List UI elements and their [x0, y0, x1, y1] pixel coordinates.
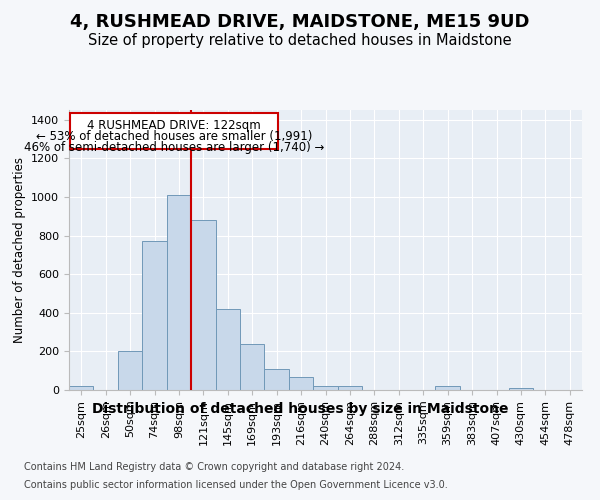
Bar [118, 352, 142, 390]
Bar [313, 386, 338, 390]
Text: 4 RUSHMEAD DRIVE: 122sqm: 4 RUSHMEAD DRIVE: 122sqm [87, 119, 261, 132]
Bar [265, 369, 289, 390]
Bar [69, 386, 94, 390]
Bar [289, 378, 313, 390]
Text: 46% of semi-detached houses are larger (1,740) →: 46% of semi-detached houses are larger (… [24, 142, 324, 154]
Text: Contains HM Land Registry data © Crown copyright and database right 2024.: Contains HM Land Registry data © Crown c… [24, 462, 404, 472]
Bar [509, 388, 533, 390]
Y-axis label: Number of detached properties: Number of detached properties [13, 157, 26, 343]
Bar [240, 344, 265, 390]
Text: Size of property relative to detached houses in Maidstone: Size of property relative to detached ho… [88, 32, 512, 48]
FancyBboxPatch shape [70, 113, 278, 148]
Text: ← 53% of detached houses are smaller (1,991): ← 53% of detached houses are smaller (1,… [36, 130, 312, 143]
Bar [191, 220, 215, 390]
Bar [215, 309, 240, 390]
Bar [142, 242, 167, 390]
Text: 4, RUSHMEAD DRIVE, MAIDSTONE, ME15 9UD: 4, RUSHMEAD DRIVE, MAIDSTONE, ME15 9UD [70, 12, 530, 30]
Text: Contains public sector information licensed under the Open Government Licence v3: Contains public sector information licen… [24, 480, 448, 490]
Text: Distribution of detached houses by size in Maidstone: Distribution of detached houses by size … [92, 402, 508, 416]
Bar [167, 195, 191, 390]
Bar [338, 386, 362, 390]
Bar [436, 386, 460, 390]
